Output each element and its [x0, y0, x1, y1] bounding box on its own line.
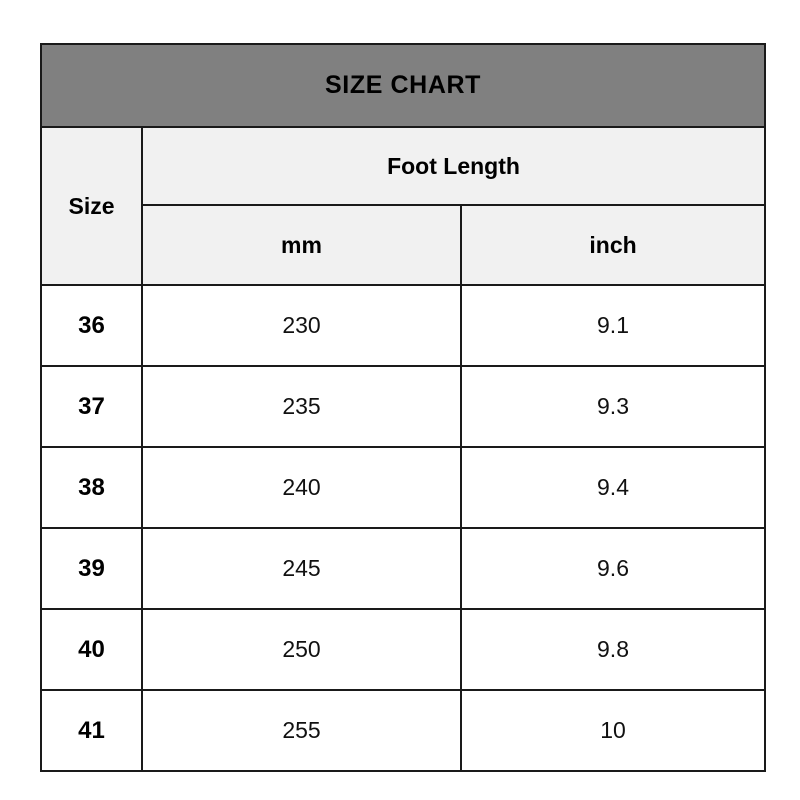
- header-unit-mm: mm: [141, 204, 462, 286]
- table-row: 39 245 9.6: [40, 527, 767, 610]
- chart-title: SIZE CHART: [39, 43, 767, 128]
- cell-inch: 9.6: [459, 527, 767, 610]
- table-row: 37 235 9.3: [40, 365, 767, 448]
- size-chart-body: SIZE CHART Size Foot Length mm inch 36 2…: [39, 43, 767, 772]
- cell-size: 40: [40, 608, 143, 691]
- size-chart-table: SIZE CHART Size Foot Length mm inch 36 2…: [39, 43, 767, 772]
- cell-mm: 250: [141, 608, 462, 691]
- cell-size: 37: [40, 365, 143, 448]
- cell-inch: 10: [459, 689, 767, 772]
- cell-size: 38: [40, 446, 143, 529]
- table-row: 40 250 9.8: [40, 608, 767, 691]
- cell-mm: 235: [141, 365, 462, 448]
- cell-mm: 255: [141, 689, 462, 772]
- cell-mm: 240: [141, 446, 462, 529]
- cell-mm: 245: [141, 527, 462, 610]
- cell-inch: 9.1: [459, 284, 767, 367]
- size-chart-container: SIZE CHART Size Foot Length mm inch 36 2…: [39, 43, 767, 772]
- header-row-group: Size Foot Length: [40, 126, 767, 286]
- cell-inch: 9.3: [459, 365, 767, 448]
- header-size: Size: [40, 126, 143, 286]
- cell-size: 39: [40, 527, 143, 610]
- cell-mm: 230: [141, 284, 462, 367]
- table-row: 36 230 9.1: [40, 284, 767, 367]
- cell-inch: 9.8: [459, 608, 767, 691]
- cell-inch: 9.4: [459, 446, 767, 529]
- title-row: SIZE CHART: [39, 43, 767, 128]
- header-foot-length: Foot Length: [140, 126, 767, 206]
- cell-size: 41: [40, 689, 143, 772]
- table-row: 41 255 10: [40, 689, 767, 772]
- header-unit-inch: inch: [459, 204, 767, 286]
- table-row: 38 240 9.4: [40, 446, 767, 529]
- header-row-units: mm inch: [41, 204, 767, 286]
- cell-size: 36: [40, 284, 143, 367]
